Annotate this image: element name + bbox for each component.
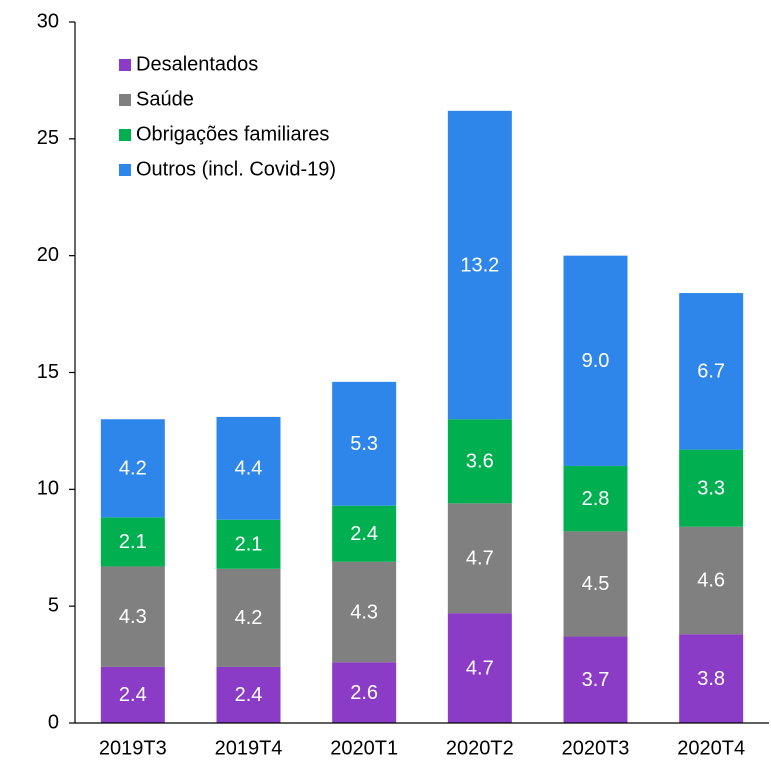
bar-segment	[100, 666, 165, 723]
legend-label: Saúde	[136, 88, 194, 110]
bar-segment	[447, 613, 512, 723]
data-label: 4.3	[350, 601, 378, 623]
bar-segment	[332, 662, 397, 723]
bar-segment	[679, 634, 744, 723]
bar-segment	[332, 561, 397, 663]
bar-segment	[447, 419, 512, 504]
data-label: 2.1	[235, 534, 263, 556]
x-tick-label: 2019T3	[99, 737, 167, 759]
bar-segment	[447, 110, 512, 420]
bar-segment	[563, 636, 628, 723]
legend-label: Outros (incl. Covid-19)	[136, 158, 336, 180]
data-label: 3.3	[697, 477, 725, 499]
bar-segment	[563, 531, 628, 637]
data-label: 2.8	[582, 488, 610, 510]
bar-segment	[679, 293, 744, 450]
bar-segment	[100, 517, 165, 567]
data-label: 13.2	[460, 254, 499, 276]
data-label: 3.8	[697, 668, 725, 690]
y-tick-label: 20	[37, 244, 59, 266]
data-label: 4.7	[466, 657, 494, 679]
x-tick-label: 2020T4	[677, 737, 745, 759]
legend-marker	[119, 164, 131, 176]
legend-label: Desalentados	[136, 53, 258, 75]
bar-segment	[679, 449, 744, 527]
data-label: 9.0	[582, 350, 610, 372]
y-tick-label: 25	[37, 127, 59, 149]
legend-label: Obrigações familiares	[136, 123, 329, 145]
data-label: 4.2	[119, 458, 147, 480]
x-tick-label: 2019T4	[215, 737, 283, 759]
data-label: 2.4	[235, 684, 263, 706]
data-label: 2.6	[350, 682, 378, 704]
legend-marker	[119, 94, 131, 106]
bar-segment	[332, 505, 397, 562]
bar-segment	[216, 519, 281, 569]
bar-segment	[216, 666, 281, 723]
x-tick-label: 2020T1	[330, 737, 398, 759]
data-label: 4.6	[697, 570, 725, 592]
x-tick-label: 2020T3	[562, 737, 630, 759]
data-label: 4.7	[466, 548, 494, 570]
bar-segment	[563, 465, 628, 532]
data-label: 3.7	[582, 669, 610, 691]
data-label: 4.3	[119, 606, 147, 628]
legend-marker	[119, 129, 131, 141]
data-label: 6.7	[697, 361, 725, 383]
data-label: 5.3	[350, 433, 378, 455]
bar-segment	[563, 255, 628, 466]
data-label: 2.4	[119, 684, 147, 706]
data-label: 2.4	[350, 523, 378, 545]
legend-marker	[119, 59, 131, 71]
bar-segment	[679, 526, 744, 635]
bar-segment	[447, 503, 512, 614]
y-tick-label: 15	[37, 361, 59, 383]
y-tick-label: 30	[37, 10, 59, 32]
bar-segment	[332, 381, 397, 506]
x-tick-label: 2020T2	[446, 737, 514, 759]
data-label: 2.1	[119, 531, 147, 553]
bar-segment	[100, 419, 165, 518]
y-tick-label: 0	[48, 711, 59, 733]
data-label: 4.5	[582, 573, 610, 595]
data-label: 4.2	[235, 607, 263, 629]
bar-segment	[216, 416, 281, 520]
bar-segment	[100, 566, 165, 667]
y-tick-label: 5	[48, 594, 59, 616]
data-label: 4.4	[235, 458, 263, 480]
bar-segment	[216, 568, 281, 667]
data-label: 3.6	[466, 451, 494, 473]
y-tick-label: 10	[37, 478, 59, 500]
